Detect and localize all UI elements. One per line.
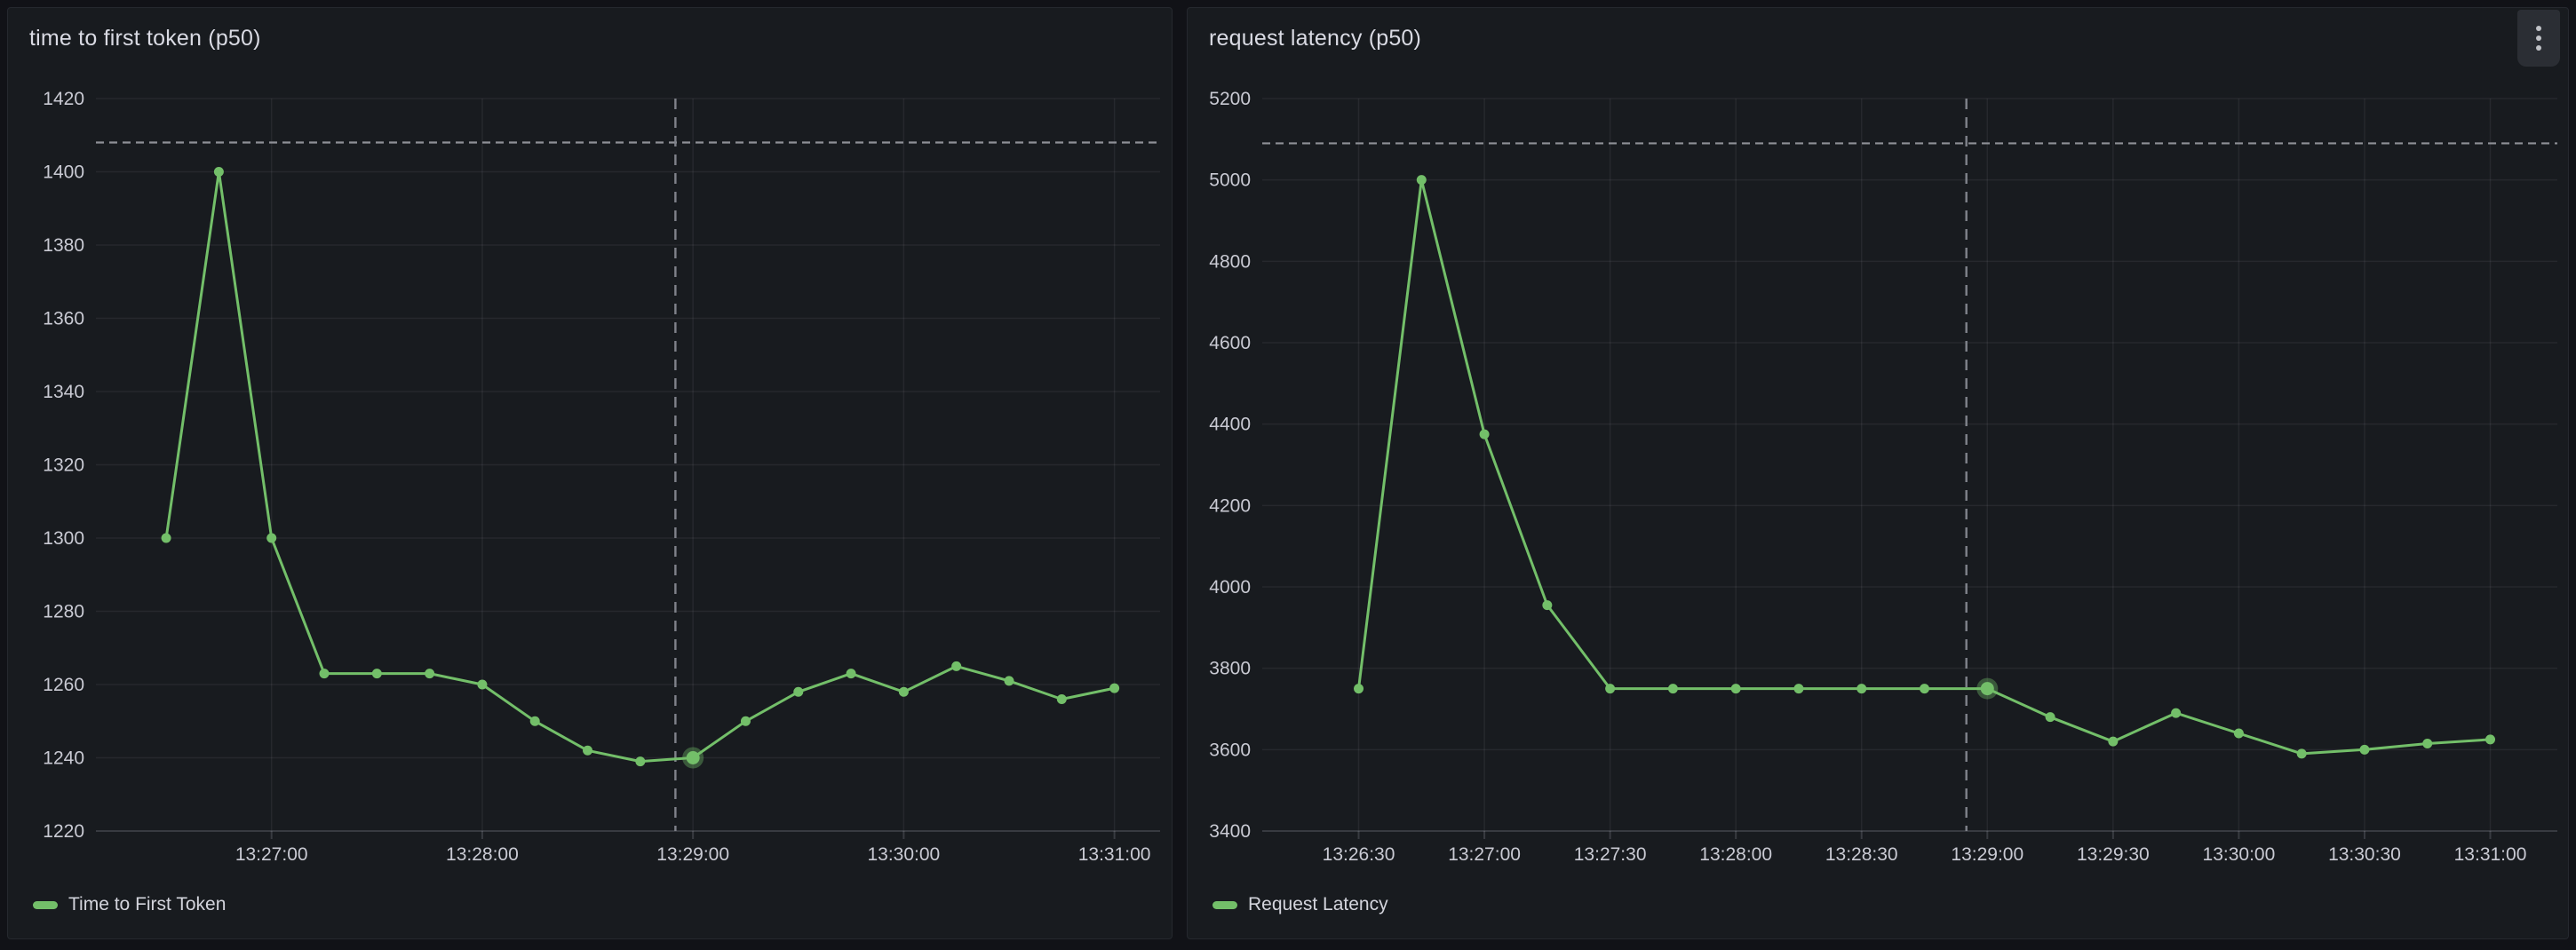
- data-point[interactable]: [1730, 684, 1741, 694]
- legend: Request Latency: [1212, 894, 1388, 915]
- data-point[interactable]: [635, 756, 646, 767]
- data-point[interactable]: [1004, 676, 1014, 686]
- highlighted-point[interactable]: [686, 751, 700, 764]
- data-point[interactable]: [2171, 708, 2182, 718]
- data-point[interactable]: [2359, 744, 2370, 755]
- y-tick-label: 1320: [43, 455, 84, 476]
- y-tick-label: 3800: [1209, 659, 1251, 679]
- panel-title[interactable]: time to first token (p50): [29, 26, 261, 51]
- legend: Time to First Token: [33, 894, 226, 915]
- legend-color-swatch: [1212, 900, 1237, 909]
- x-tick-label: 13:28:30: [1825, 844, 1898, 865]
- x-tick-label: 13:27:30: [1574, 844, 1647, 865]
- y-tick-label: 4800: [1209, 251, 1251, 272]
- y-tick-label: 1380: [43, 235, 84, 256]
- data-point[interactable]: [951, 661, 962, 671]
- y-tick-label: 1300: [43, 528, 84, 549]
- data-point[interactable]: [1109, 683, 1120, 693]
- panel-menu-button[interactable]: [2517, 10, 2560, 67]
- y-tick-label: 1220: [43, 821, 84, 842]
- y-tick-label: 4200: [1209, 495, 1251, 516]
- x-tick-label: 13:31:00: [2454, 844, 2527, 865]
- x-tick-label: 13:29:30: [2077, 844, 2150, 865]
- data-point[interactable]: [2108, 736, 2119, 747]
- data-point[interactable]: [1920, 684, 1930, 694]
- data-point[interactable]: [161, 533, 171, 543]
- data-point[interactable]: [793, 686, 804, 697]
- kebab-vertical-icon: [2536, 45, 2541, 51]
- kebab-vertical-icon: [2536, 26, 2541, 31]
- y-tick-label: 4600: [1209, 333, 1251, 353]
- panel-time-to-first-token: time to first token (p50) 1220 1240 1260 12…: [7, 7, 1173, 939]
- data-point[interactable]: [319, 669, 330, 679]
- data-point[interactable]: [898, 686, 909, 697]
- legend-label[interactable]: Time to First Token: [68, 894, 227, 914]
- x-tick-label: 13:30:30: [2328, 844, 2401, 865]
- data-point[interactable]: [1416, 175, 1427, 186]
- request-latency-chart[interactable]: 3400 3600 3800 4000 4200 4400 4600 4800 5000 5200…: [1188, 8, 2570, 940]
- y-tick-label: 4000: [1209, 577, 1251, 598]
- panel-title[interactable]: request latency (p50): [1209, 26, 1422, 51]
- data-point[interactable]: [1605, 684, 1616, 694]
- y-tick-label: 1340: [43, 382, 84, 402]
- data-point[interactable]: [2422, 738, 2433, 748]
- data-point[interactable]: [425, 669, 435, 679]
- x-tick-label: 13:30:00: [867, 844, 940, 865]
- y-tick-label: 1420: [43, 89, 84, 109]
- data-point[interactable]: [213, 167, 224, 177]
- data-point[interactable]: [2485, 734, 2496, 745]
- x-tick-label: 13:27:00: [1448, 844, 1521, 865]
- kebab-vertical-icon: [2536, 36, 2541, 41]
- legend-label[interactable]: Request Latency: [1248, 894, 1388, 914]
- y-tick-label: 3400: [1209, 821, 1251, 842]
- y-tick-label: 1400: [43, 162, 84, 183]
- data-point[interactable]: [740, 716, 751, 726]
- y-tick-label: 4400: [1209, 415, 1251, 435]
- legend-color-swatch: [33, 900, 58, 909]
- y-tick-label: 1240: [43, 748, 84, 769]
- y-tick-label: 5200: [1209, 89, 1251, 109]
- y-tick-label: 1360: [43, 309, 84, 329]
- data-point[interactable]: [371, 669, 382, 679]
- data-point[interactable]: [1056, 694, 1067, 704]
- x-tick-label: 13:29:00: [656, 844, 729, 865]
- x-tick-label: 13:26:30: [1323, 844, 1395, 865]
- data-point[interactable]: [266, 533, 277, 543]
- y-tick-label: 1260: [43, 675, 84, 695]
- data-point[interactable]: [583, 745, 593, 756]
- data-point[interactable]: [1354, 684, 1364, 694]
- x-tick-label: 13:31:00: [1078, 844, 1151, 865]
- data-point[interactable]: [2296, 748, 2307, 759]
- data-point[interactable]: [2233, 728, 2244, 739]
- data-point[interactable]: [529, 716, 540, 726]
- y-tick-label: 1280: [43, 602, 84, 622]
- data-point[interactable]: [1793, 684, 1804, 694]
- data-point[interactable]: [1542, 600, 1553, 611]
- data-point[interactable]: [1479, 429, 1490, 439]
- y-tick-label: 3600: [1209, 740, 1251, 760]
- highlighted-point[interactable]: [1980, 682, 1994, 696]
- series-line: [164, 170, 1117, 764]
- y-tick-label: 5000: [1209, 170, 1251, 191]
- x-tick-label: 13:28:00: [446, 844, 519, 865]
- data-point[interactable]: [846, 669, 856, 679]
- data-point[interactable]: [477, 679, 488, 690]
- data-point[interactable]: [1856, 684, 1867, 694]
- x-tick-label: 13:29:00: [1951, 844, 2023, 865]
- panel-request-latency: request latency (p50) 3400 3600 3800 4000 42…: [1187, 7, 2569, 939]
- data-point[interactable]: [1667, 684, 1678, 694]
- data-point[interactable]: [2045, 712, 2055, 723]
- x-tick-label: 13:27:00: [235, 844, 308, 865]
- x-tick-label: 13:30:00: [2203, 844, 2276, 865]
- time-to-first-token-chart[interactable]: 1220 1240 1260 1280 1300 1320 1340 1360 1380 1400…: [8, 8, 1173, 940]
- x-tick-label: 13:28:00: [1699, 844, 1772, 865]
